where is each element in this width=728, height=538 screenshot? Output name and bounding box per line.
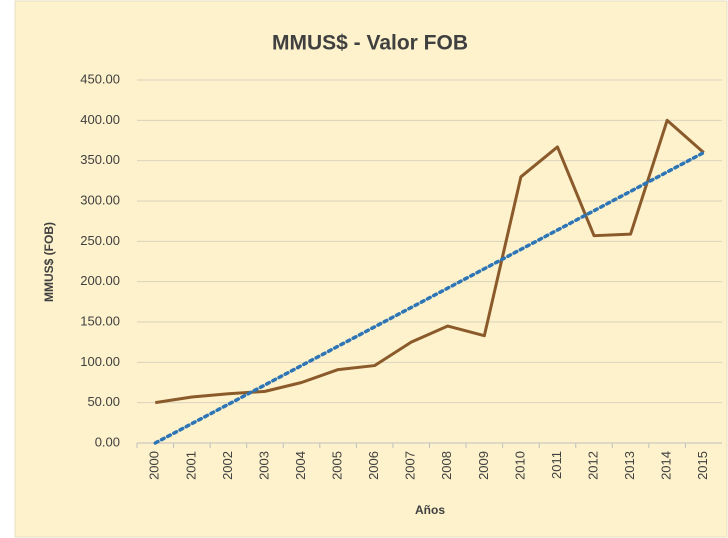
x-tick-label: 2015: [695, 451, 710, 480]
x-tick-label: 2011: [549, 451, 564, 479]
y-tick-label: 100.00: [80, 354, 120, 369]
x-tick-label: 2007: [403, 451, 418, 480]
y-tick-label: 250.00: [80, 233, 120, 248]
y-axis-label: MMUS$ (FOB): [42, 222, 56, 302]
y-tick-label: 150.00: [80, 313, 120, 328]
x-tick-label: 2014: [659, 451, 674, 480]
y-tick-label: 200.00: [80, 273, 120, 288]
line-series: [155, 118, 705, 405]
y-tick-label: 300.00: [80, 192, 120, 207]
y-tick-label: 50.00: [87, 394, 120, 409]
chart-background: [14, 0, 728, 538]
x-tick-label: 2003: [256, 451, 271, 480]
x-tick-label: 2009: [476, 451, 491, 480]
trendline: [153, 150, 706, 445]
x-tick-label: 2012: [585, 451, 600, 480]
x-tick-label: 2006: [366, 451, 381, 480]
x-tick-label: 2000: [147, 451, 162, 480]
x-tick-label: 2008: [439, 451, 454, 480]
x-tick-label: 2013: [622, 451, 637, 480]
y-tick-label: 0.00: [95, 434, 120, 449]
x-tick-label: 2005: [330, 451, 345, 480]
y-tick-label: 400.00: [80, 112, 120, 127]
x-tick-label: 2010: [512, 451, 527, 480]
x-tick-label: 2002: [220, 451, 235, 480]
x-axis-label: Años: [415, 503, 445, 517]
chart-title: MMUS$ - Valor FOB: [272, 32, 468, 55]
y-tick-label: 350.00: [80, 152, 120, 167]
y-tick-label: 450.00: [80, 71, 120, 86]
x-tick-label: 2004: [293, 451, 308, 480]
x-tick-label: 2001: [183, 451, 198, 480]
